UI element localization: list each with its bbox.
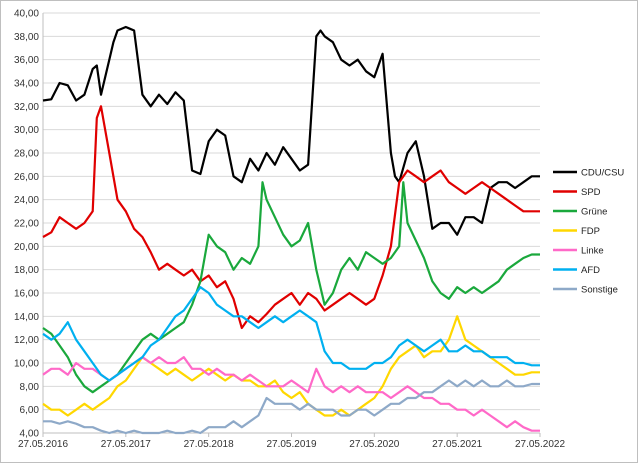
y-tick-label: 28,00 [14,149,39,160]
series-line-spd [42,105,540,330]
x-tick-label: 27.05.2017 [101,439,151,450]
y-tick-label: 22,00 [14,219,39,230]
y-tick-label: 12,00 [14,335,39,346]
legend-label: Sonstige [581,285,618,296]
legend-label: FDP [581,226,600,237]
x-tick-label: 27.05.2020 [349,439,399,450]
y-tick-label: 40,00 [14,9,39,20]
x-axis: 27.05.2016 27.05.2017 27.05.2018 27.05.2019… [18,432,565,450]
x-tick-label: 27.05.2021 [432,439,482,450]
series-lines [42,25,540,435]
x-tick-label: 27.05.2019 [266,439,316,450]
legend-label: SPD [581,187,601,198]
legend: CDU/CSU SPD Grüne FDP Linke AFD Sonstige [553,168,624,296]
y-tick-label: 14,00 [14,312,39,323]
series-line-gr-ne [42,181,540,394]
series-line-afd [42,286,540,382]
y-axis: 4,00 6,00 8,00 10,00 12,00 14,00 16,00 18,00 20,… [14,9,44,440]
series-line-sonstige [43,379,540,435]
gridlines [43,12,540,434]
y-tick-label: 24,00 [14,195,39,206]
y-tick-label: 26,00 [14,172,39,183]
y-tick-label: 6,00 [20,405,40,416]
y-tick-label: 4,00 [20,429,40,440]
y-tick-label: 16,00 [14,289,39,300]
series-line-fdp [42,315,540,417]
y-tick-label: 20,00 [14,242,39,253]
y-tick-label: 32,00 [14,102,39,113]
x-tick-label: 27.05.2022 [515,439,565,450]
series-line-linke [42,356,540,432]
y-tick-label: 34,00 [14,79,39,90]
legend-label: Linke [581,246,604,257]
x-tick-label: 27.05.2018 [184,439,234,450]
y-tick-label: 36,00 [14,55,39,66]
y-tick-label: 10,00 [14,359,39,370]
y-tick-label: 38,00 [14,32,39,43]
series-line-cdu-csu [42,25,540,236]
legend-label: CDU/CSU [581,168,624,179]
y-tick-label: 8,00 [20,382,40,393]
y-tick-label: 30,00 [14,125,39,136]
y-tick-label: 18,00 [14,265,39,276]
legend-label: Grüne [581,207,607,218]
legend-label: AFD [581,265,600,276]
x-tick-label: 27.05.2016 [18,439,68,450]
